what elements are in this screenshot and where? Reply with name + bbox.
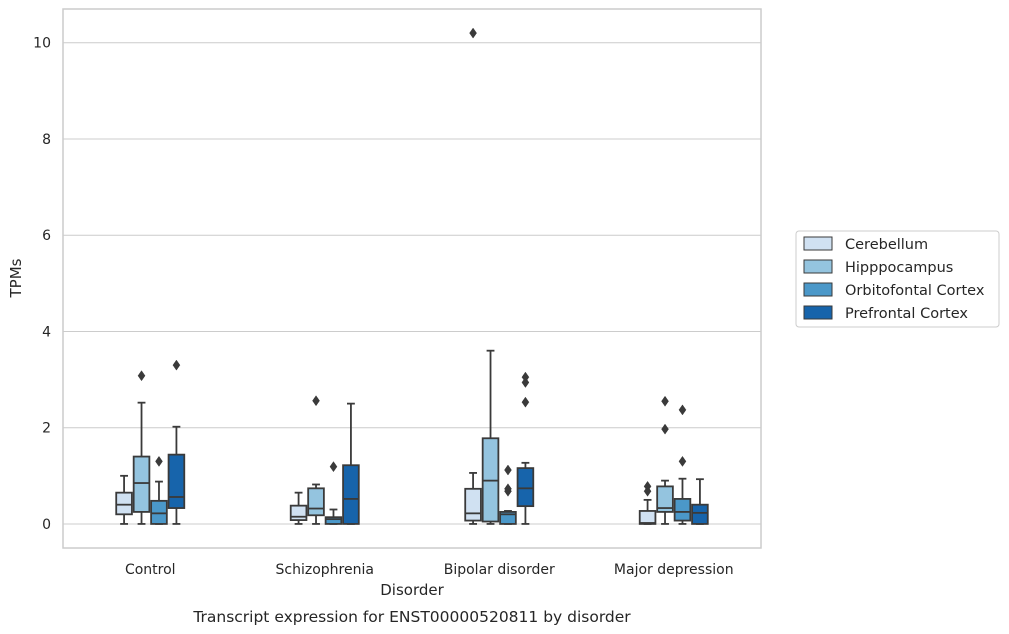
box-iqr — [516, 467, 535, 508]
box-hipppocampus-bipolar-disorder — [481, 349, 500, 525]
box-iqr — [656, 485, 674, 513]
box-iqr — [289, 504, 308, 521]
box-prefrontal-cortex-schizophrenia — [342, 402, 360, 525]
box-iqr — [324, 516, 343, 525]
legend-swatch — [803, 282, 833, 297]
legend-swatch — [803, 259, 833, 274]
legend-swatch — [803, 236, 833, 251]
box-iqr — [638, 510, 657, 525]
legend-label: Hipppocampus — [845, 260, 953, 276]
box-iqr — [115, 491, 133, 516]
outlier-point — [329, 461, 338, 473]
outlier-point — [678, 455, 687, 467]
box-iqr — [167, 453, 186, 509]
legend-label: Prefrontal Cortex — [845, 306, 968, 322]
y-tick-label: 8 — [42, 132, 51, 148]
x-axis-ticks: Control Schizophrenia Bipolar disorder Majo… — [125, 562, 734, 578]
y-tick-label: 10 — [33, 36, 51, 52]
y-axis-label: TPMs — [7, 258, 25, 298]
outlier-point — [312, 395, 320, 407]
outlier-point — [469, 27, 477, 39]
y-tick-label: 0 — [42, 517, 51, 533]
box-cerebellum-control — [115, 474, 133, 525]
box-hipppocampus-control — [132, 370, 151, 525]
box-iqr — [132, 455, 151, 513]
y-axis-ticks: 0 2 4 6 8 10 — [33, 36, 51, 533]
box-iqr — [691, 503, 709, 525]
box-iqr — [307, 487, 325, 517]
x-tick-label: Bipolar disorder — [444, 562, 555, 578]
box-orbitofontal-cortex-control — [150, 455, 168, 525]
outlier-point — [155, 455, 163, 467]
legend-frame — [795, 230, 1000, 328]
y-tick-label: 4 — [42, 324, 51, 340]
outlier-point — [504, 464, 512, 476]
outlier-point — [521, 371, 530, 383]
outlier-point — [172, 359, 181, 371]
outlier-point — [661, 395, 669, 407]
legend-swatch — [803, 305, 833, 320]
outlier-point — [137, 370, 146, 382]
outlier-point — [504, 483, 512, 495]
plot-frame — [62, 8, 762, 549]
outlier-point — [678, 404, 687, 416]
outlier-point — [661, 423, 669, 435]
x-tick-label: Control — [125, 562, 176, 578]
outlier-point — [521, 396, 530, 408]
box-hipppocampus-schizophrenia — [307, 395, 325, 525]
box-prefrontal-cortex-bipolar-disorder — [516, 371, 535, 525]
box-iqr — [150, 499, 168, 525]
legend-label: Cerebellum — [845, 237, 928, 253]
box-orbitofontal-cortex-schizophrenia — [324, 461, 343, 525]
box-plots — [115, 27, 709, 525]
chart-caption: Transcript expression for ENST0000052081… — [192, 608, 631, 626]
legend-label: Orbitofontal Cortex — [845, 283, 985, 299]
box-orbitofontal-cortex-bipolar-disorder — [499, 464, 517, 525]
box-orbitofontal-cortex-major-depression — [673, 404, 692, 525]
box-prefrontal-cortex-control — [167, 359, 186, 525]
x-tick-label: Schizophrenia — [276, 562, 374, 578]
box-cerebellum-schizophrenia — [289, 491, 308, 525]
box-hipppocampus-major-depression — [656, 395, 674, 525]
outlier-point — [643, 480, 652, 492]
box-iqr — [673, 498, 692, 522]
y-tick-label: 2 — [42, 421, 51, 437]
box-cerebellum-bipolar-disorder — [464, 27, 482, 525]
box-prefrontal-cortex-major-depression — [691, 478, 709, 525]
y-tick-label: 6 — [42, 228, 51, 244]
x-axis-label: Disorder — [380, 581, 444, 599]
box-iqr — [464, 487, 482, 522]
legend: Cerebellum Hipppocampus Orbitofontal Corte… — [795, 230, 1000, 328]
box-cerebellum-major-depression — [638, 480, 657, 525]
box-iqr — [342, 464, 360, 525]
x-tick-label: Major depression — [614, 562, 734, 578]
